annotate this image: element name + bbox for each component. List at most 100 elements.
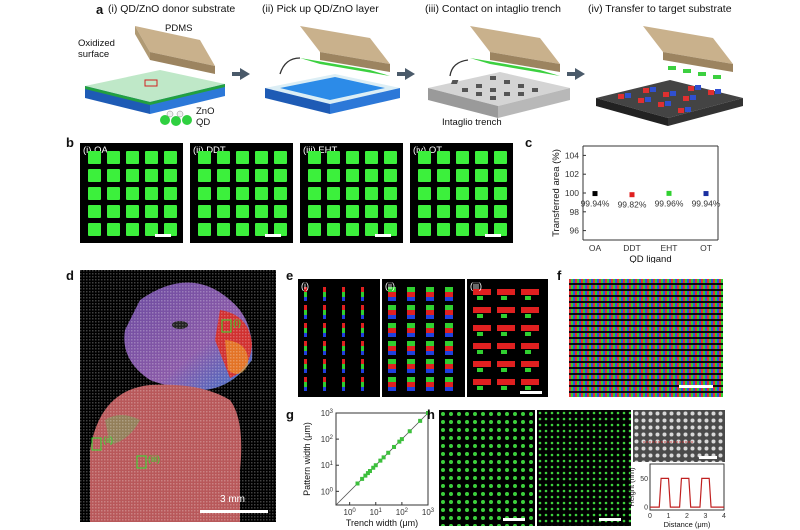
- y-axis-label: Height (nm): [627, 467, 636, 507]
- e-label-iii: (iii): [470, 281, 482, 291]
- subpixel: [342, 292, 345, 297]
- green-pixel: [198, 151, 211, 164]
- subpixel: [407, 310, 415, 315]
- subpixel: [323, 287, 326, 292]
- subpixel: [388, 328, 396, 333]
- subpixel: [426, 341, 434, 346]
- green-pixel: [418, 187, 431, 200]
- green-pixel: [255, 169, 268, 182]
- subpixel: [304, 323, 307, 328]
- green-dot-pattern-small: [537, 410, 631, 526]
- green-pixel: [327, 169, 340, 182]
- subpixel: [426, 364, 434, 369]
- scale-bar-b: [265, 234, 281, 237]
- y-tick-label: 100: [565, 188, 579, 198]
- subpixel: [525, 386, 531, 390]
- x-tick-label: OA: [589, 243, 602, 253]
- subpixel: [323, 315, 326, 319]
- green-pixel: [198, 205, 211, 218]
- height-profile-chart: 0 1 2 3 4 0 50 Distance (μm) Height (nm): [627, 463, 726, 529]
- subpixel: [473, 325, 491, 331]
- subpixel: [323, 328, 326, 333]
- roi-label-ii: (ii): [103, 435, 113, 445]
- subpixel: [342, 359, 345, 364]
- subpixel: [342, 310, 345, 315]
- green-pixel: [475, 151, 488, 164]
- subpixel: [445, 287, 453, 292]
- subpixel: [407, 323, 415, 328]
- green-pixel: [365, 205, 378, 218]
- green-pixel: [236, 223, 249, 236]
- green-pixel: [437, 169, 450, 182]
- pattern-width-chart: 100 100 101 101 102 102 103 103 Trench width (μm…: [302, 409, 435, 528]
- green-pixel: [217, 151, 230, 164]
- subpixel: [497, 289, 515, 295]
- subpixel: [323, 387, 326, 391]
- green-pixel: [145, 223, 158, 236]
- step-arrow-1: [232, 68, 250, 80]
- subpixel: [407, 359, 415, 364]
- subpixel: [388, 382, 396, 387]
- subpixel: [342, 369, 345, 373]
- y-axis-label: Transferred area (%): [551, 149, 562, 237]
- subpixel: [426, 328, 434, 333]
- green-pixel: [274, 151, 287, 164]
- green-pixel: [198, 223, 211, 236]
- subpixel: [445, 315, 453, 319]
- green-pixel: [437, 223, 450, 236]
- rgb-subpixel-panel: (i) (ii) (iii): [298, 279, 548, 397]
- subpixel: [407, 315, 415, 319]
- e-divider-2: [465, 279, 467, 397]
- green-pixel: [346, 223, 359, 236]
- grid-label-ot: (iv) OT: [413, 145, 443, 156]
- green-pixel: [145, 169, 158, 182]
- subpixel: [407, 328, 415, 333]
- green-pixel: [107, 169, 120, 182]
- intaglio-contact-illustration: [428, 26, 570, 118]
- green-pixel: [255, 223, 268, 236]
- subpixel: [477, 386, 483, 390]
- subpixel: [388, 377, 396, 382]
- data-label: 99.94%: [692, 199, 721, 209]
- subpixel: [304, 382, 307, 387]
- x-tick-label: 2: [685, 513, 689, 520]
- subpixel: [361, 305, 364, 310]
- subpixel: [361, 310, 364, 315]
- subpixel: [304, 387, 307, 391]
- subpixel: [304, 292, 307, 297]
- subpixel: [361, 377, 364, 382]
- subpixel: [521, 343, 539, 349]
- subpixel: [445, 341, 453, 346]
- subpixel: [445, 369, 453, 373]
- parrot-illustration: [80, 270, 276, 522]
- subpixel: [342, 382, 345, 387]
- data-point: [381, 455, 386, 460]
- green-pixel: [107, 223, 120, 236]
- subpixel: [323, 382, 326, 387]
- step-title-4: (iv) Transfer to target substrate: [588, 3, 732, 15]
- y-tick-label: 100: [321, 487, 334, 496]
- y-tick-label: 103: [321, 409, 334, 418]
- green-pixel: [308, 223, 321, 236]
- subpixel: [323, 364, 326, 369]
- y-tick-label: 102: [565, 169, 579, 179]
- subpixel: [361, 364, 364, 369]
- green-pixel: [255, 205, 268, 218]
- scale-bar-h1: [503, 518, 525, 521]
- data-point: [703, 191, 709, 197]
- subpixel: [342, 387, 345, 391]
- green-pixel: [327, 151, 340, 164]
- y-tick-label: 104: [565, 150, 579, 160]
- subpixel: [501, 386, 507, 390]
- data-point: [363, 473, 368, 478]
- label-oxidized-surface-line-2: surface: [78, 49, 110, 60]
- profile-line: [650, 477, 724, 508]
- green-pixel: [164, 223, 177, 236]
- subpixel: [445, 377, 453, 382]
- green-pixel: [346, 205, 359, 218]
- subpixel: [342, 351, 345, 355]
- green-pixel: [365, 169, 378, 182]
- green-pixel: [494, 205, 507, 218]
- subpixel: [473, 289, 491, 295]
- grid-oa: (i) OA: [80, 143, 183, 243]
